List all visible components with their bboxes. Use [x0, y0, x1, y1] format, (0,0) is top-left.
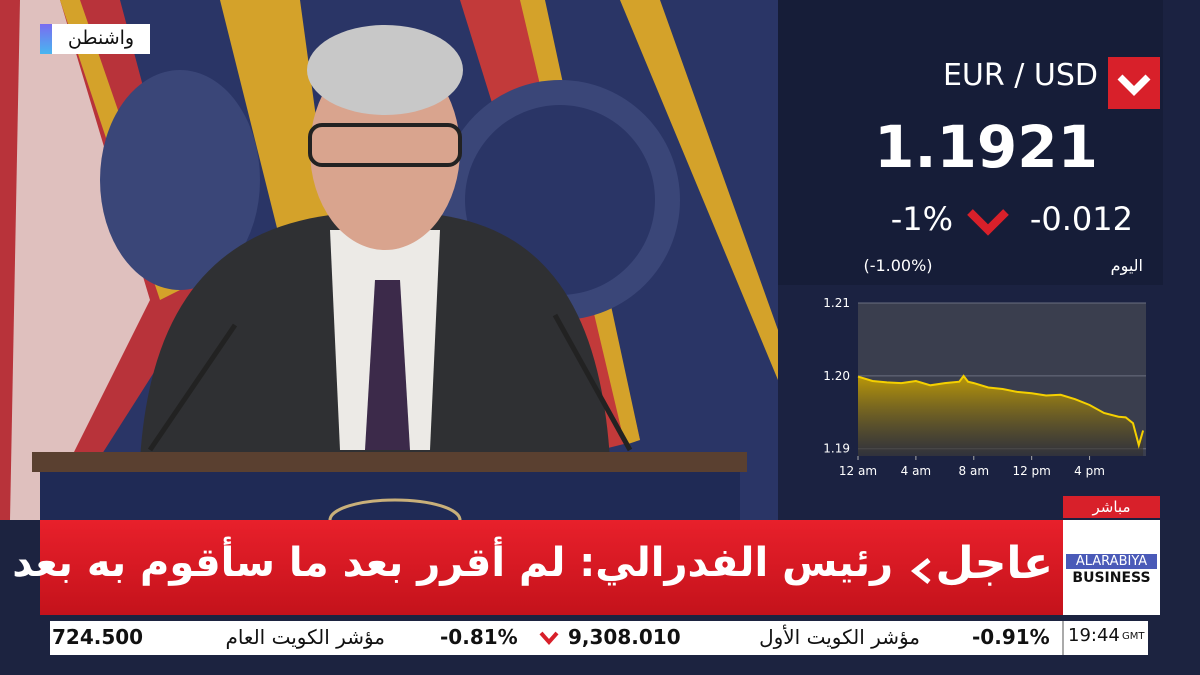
change: -0.012 — [1029, 200, 1133, 238]
logo-line2: BUSINESS — [1072, 570, 1151, 586]
clock: 19:44 GMT — [1062, 621, 1150, 655]
x-tick-label: 12 am — [839, 464, 877, 478]
ticker-change: -0.91% — [972, 625, 1050, 649]
y-tick-label: 1.21 — [823, 296, 850, 310]
change-pct: -1% — [890, 200, 953, 238]
x-tick-label: 4 am — [901, 464, 932, 478]
ticker-change: -0.81% — [440, 625, 518, 649]
headline: رئيس الفدرالي: لم أقرر بعد ما سأقوم به ب… — [0, 540, 893, 586]
pct-label: (-1.00%) — [863, 256, 933, 275]
ticker-bar: 724.500 مؤشر الكويت العام -0.81% 9,308.0… — [50, 621, 1148, 655]
x-tick-label: 8 am — [959, 464, 990, 478]
down-badge — [1108, 57, 1160, 109]
breaking-tag: عاجل — [935, 538, 1053, 589]
x-tick-label: 4 pm — [1074, 464, 1105, 478]
period: اليوم — [1110, 256, 1143, 275]
location-accent — [40, 24, 52, 54]
price-line — [857, 374, 1145, 449]
price: 1.1921 — [874, 113, 1098, 181]
y-tick-label: 1.19 — [823, 442, 850, 456]
price-chart: 1.21 1.20 1.19 12 am 4 am 8 am 12 pm 4 pm — [823, 296, 1146, 478]
location-label: واشنطن — [67, 27, 135, 49]
down-arrow — [539, 631, 559, 646]
quote-panel: EUR / USD 1.1921 -0.012 -1% اليوم (-1.00… — [778, 0, 1200, 520]
logo-box: ALARABIYA BUSINESS — [1063, 520, 1160, 615]
ticker-name: مؤشر الكويت العام — [225, 625, 385, 649]
quote-box — [778, 0, 1163, 285]
logo-line1: ALARABIYA — [1066, 554, 1157, 569]
x-tick-label: 12 pm — [1012, 464, 1050, 478]
video-scene — [0, 0, 780, 520]
y-tick-label: 1.20 — [823, 369, 850, 383]
breaking-banner: عاجل رئيس الفدرالي: لم أقرر بعد ما سأقوم… — [0, 520, 1063, 615]
pair: EUR / USD — [942, 58, 1098, 93]
area-fill — [858, 375, 1144, 456]
down-arrow — [967, 209, 1009, 236]
ticker-value: 724.500 — [52, 625, 144, 649]
time-zone: GMT — [1122, 631, 1145, 642]
location-box: واشنطن — [40, 24, 150, 54]
live-label: مباشر — [1063, 496, 1160, 518]
ticker-name: مؤشر الكويت الأول — [759, 625, 920, 649]
chevron — [910, 558, 931, 584]
ticker-value: 9,308.010 — [568, 625, 681, 649]
time: 19:44 — [1068, 625, 1120, 646]
